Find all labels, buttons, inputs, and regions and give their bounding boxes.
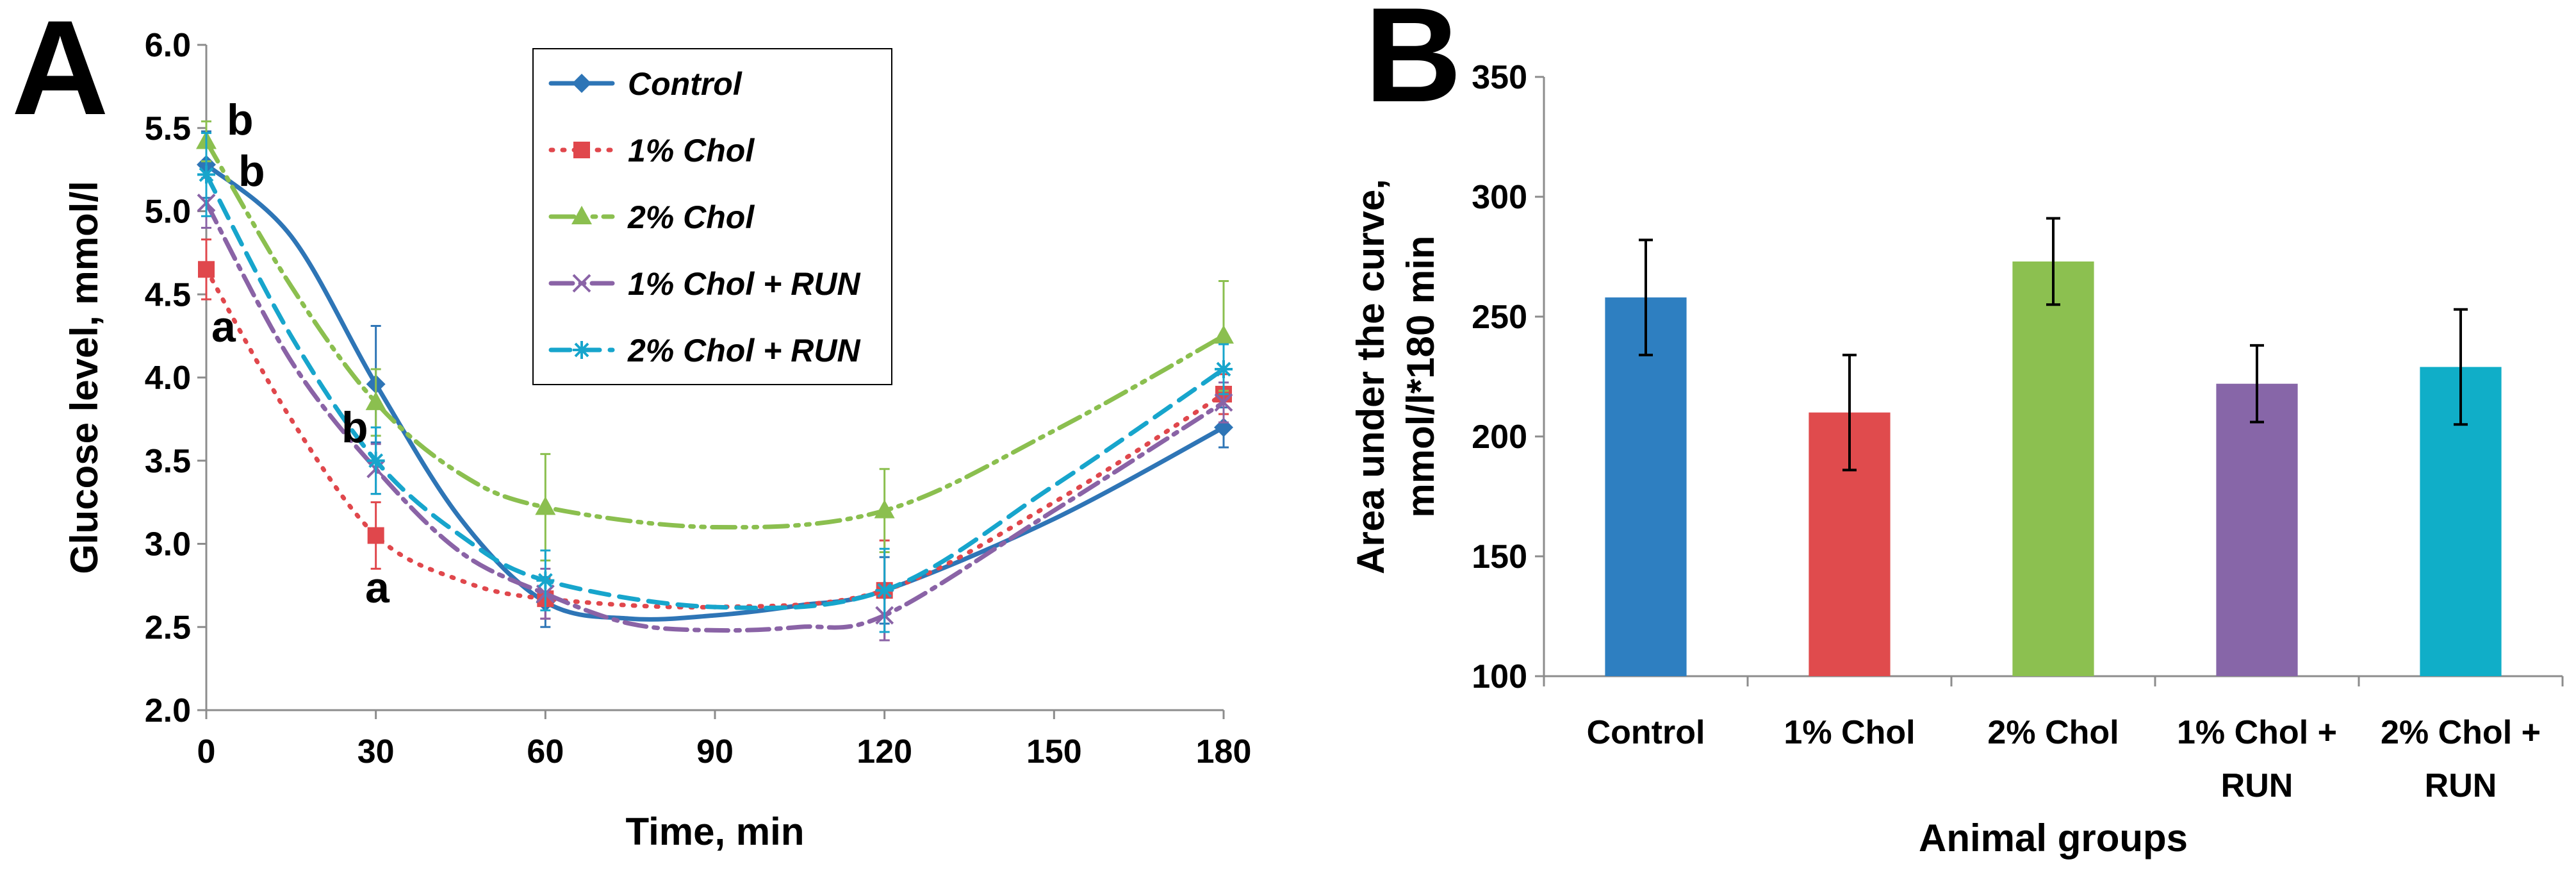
- x-axis-title: Animal groups: [1919, 817, 2188, 859]
- data-point: [1215, 360, 1233, 379]
- x-tick-label: 30: [357, 733, 395, 770]
- legend-swatch-marker: [572, 74, 591, 93]
- y-axis-title: Area under the curve, mmol/l*180 min: [1349, 179, 1442, 574]
- y-tick-label: 5.0: [145, 194, 191, 231]
- x-tick-label: 60: [527, 733, 564, 770]
- bar: [2012, 261, 2094, 677]
- category-label: RUN: [2221, 767, 2293, 804]
- y-tick-label: 4.0: [145, 360, 191, 397]
- y-axis-title-line: Area under the curve,: [1349, 179, 1392, 574]
- significance-letter: b: [227, 95, 254, 144]
- category-label: RUN: [2425, 767, 2497, 804]
- y-tick-label: 300: [1472, 179, 1527, 216]
- legend-swatch-marker: [573, 142, 590, 158]
- data-point: [536, 571, 555, 590]
- series-line: [204, 162, 1226, 622]
- x-tick-label: 150: [1026, 733, 1082, 770]
- category-label: Control: [1587, 714, 1705, 751]
- data-point: [874, 499, 895, 519]
- legend-label: 2% Chol + RUN: [627, 333, 860, 369]
- series-line: [204, 267, 1226, 610]
- category-label: 1% Chol +: [2177, 714, 2337, 751]
- bar: [1605, 297, 1687, 677]
- data-point: [198, 261, 215, 278]
- data-point: [1214, 393, 1233, 412]
- y-tick-label: 3.5: [145, 443, 191, 480]
- y-tick-label: 6.0: [145, 27, 191, 64]
- legend-swatch-marker: [571, 206, 592, 224]
- data-point: [875, 581, 894, 600]
- significance-letter: b: [341, 403, 368, 452]
- y-tick-label: 4.5: [145, 276, 191, 313]
- legend-label: 1% Chol + RUN: [628, 266, 860, 302]
- y-axis-title: Glucose level, mmol/l: [63, 181, 106, 574]
- series-2-chol-run: [197, 132, 1233, 633]
- data-point: [365, 391, 386, 410]
- x-tick-label: 120: [857, 733, 912, 770]
- data-point: [1213, 325, 1234, 344]
- category-label: 2% Chol +: [2381, 714, 2541, 751]
- category-label: 1% Chol: [1784, 714, 1915, 751]
- y-axis-title-line: mmol/l*180 min: [1399, 235, 1442, 517]
- legend-label: 1% Chol: [628, 133, 755, 169]
- bar: [2216, 383, 2298, 676]
- x-tick-label: 90: [696, 733, 734, 770]
- panel-b-letter: B: [1365, 0, 1462, 130]
- line-chart-glucose: 2.0 2.5 3.0 3.5 4.0 4.5 5.0 5.5 6.0 0 30 60 90 120 150…: [63, 27, 1251, 853]
- significance-letter: b: [238, 147, 265, 195]
- data-point: [366, 451, 385, 470]
- y-tick-label: 250: [1472, 299, 1527, 336]
- x-tick-label: 180: [1196, 733, 1252, 770]
- x-axis-title: Time, min: [626, 810, 805, 853]
- series-line: [204, 172, 1226, 611]
- significance-letter: a: [365, 563, 390, 612]
- y-tick-label: 3.0: [145, 526, 191, 563]
- y-tick-label: 100: [1472, 658, 1527, 695]
- legend-label: Control: [628, 66, 742, 102]
- data-point: [197, 165, 215, 184]
- panel-a-letter: A: [12, 0, 109, 143]
- legend-label: 2% Chol: [627, 199, 755, 235]
- legend-swatch-marker: [573, 341, 591, 359]
- series-line: [204, 201, 1226, 633]
- data-point: [367, 527, 384, 544]
- y-tick-label: 2.0: [145, 692, 191, 729]
- y-tick-label: 5.5: [145, 110, 191, 147]
- y-tick-label: 2.5: [145, 609, 191, 646]
- y-tick-label: 200: [1472, 419, 1527, 456]
- legend-swatch-marker: [572, 274, 591, 293]
- category-label: 2% Chol: [1987, 714, 2119, 751]
- data-point: [535, 496, 556, 515]
- y-tick-label: 350: [1472, 59, 1527, 96]
- y-tick-label: 150: [1472, 538, 1527, 576]
- x-tick-label: 0: [197, 733, 216, 770]
- bar-chart-auc: 100 150 200 250 300 350 Control 1% Chol 2% Chol 1…: [1349, 59, 2564, 859]
- significance-letter: a: [211, 303, 236, 351]
- series-line: [204, 139, 1226, 530]
